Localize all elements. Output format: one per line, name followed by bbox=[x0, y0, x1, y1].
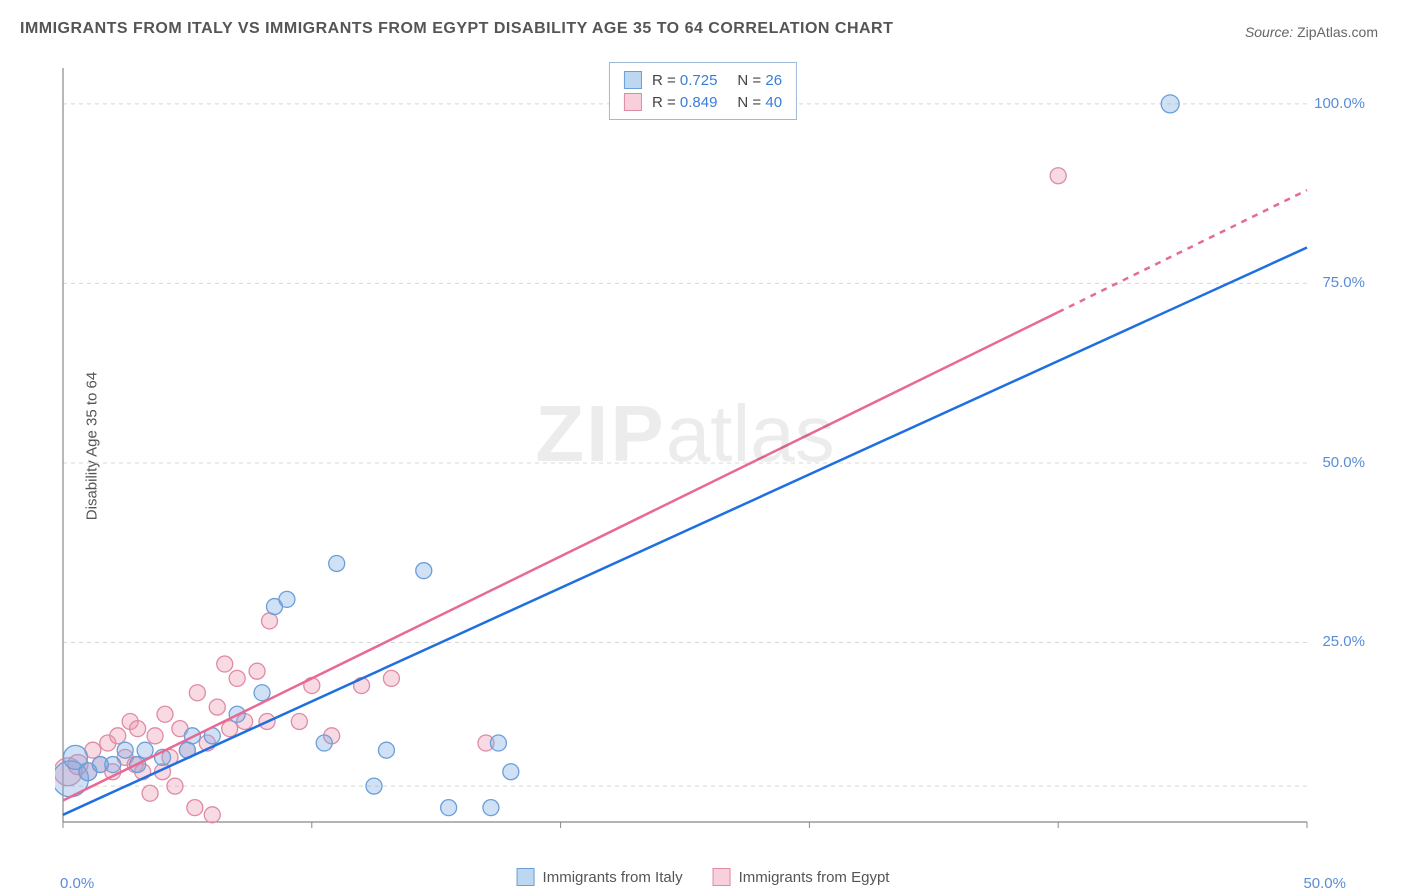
stats-r: R = 0.849 bbox=[652, 94, 717, 111]
legend-item: Immigrants from Italy bbox=[517, 868, 683, 886]
chart-svg bbox=[55, 60, 1315, 840]
stats-legend: R = 0.725 N = 26 R = 0.849 N = 40 bbox=[609, 62, 797, 120]
y-tick-label: 50.0% bbox=[1322, 454, 1365, 471]
x-tick-min: 0.0% bbox=[60, 875, 94, 892]
series-legend: Immigrants from Italy Immigrants from Egy… bbox=[517, 868, 890, 886]
source-attribution: Source: ZipAtlas.com bbox=[1245, 24, 1378, 40]
legend-swatch bbox=[624, 93, 642, 111]
legend-label: Immigrants from Italy bbox=[543, 869, 683, 886]
legend-swatch bbox=[713, 868, 731, 886]
source-value: ZipAtlas.com bbox=[1297, 24, 1378, 40]
y-tick-label: 25.0% bbox=[1322, 633, 1365, 650]
legend-label: Immigrants from Egypt bbox=[739, 869, 890, 886]
chart-title: IMMIGRANTS FROM ITALY VS IMMIGRANTS FROM… bbox=[20, 20, 893, 38]
legend-item: Immigrants from Egypt bbox=[713, 868, 890, 886]
stats-r: R = 0.725 bbox=[652, 72, 717, 89]
correlation-chart: ZIPatlas 25.0%50.0%75.0%100.0% bbox=[55, 60, 1315, 840]
x-tick-max: 50.0% bbox=[1303, 875, 1346, 892]
legend-swatch bbox=[624, 71, 642, 89]
stats-legend-row: R = 0.725 N = 26 bbox=[624, 69, 782, 91]
legend-swatch bbox=[517, 868, 535, 886]
y-tick-label: 100.0% bbox=[1314, 95, 1365, 112]
stats-n: N = 26 bbox=[737, 72, 782, 89]
y-tick-label: 75.0% bbox=[1322, 274, 1365, 291]
stats-n: N = 40 bbox=[737, 94, 782, 111]
source-label: Source: bbox=[1245, 24, 1293, 40]
stats-legend-row: R = 0.849 N = 40 bbox=[624, 91, 782, 113]
